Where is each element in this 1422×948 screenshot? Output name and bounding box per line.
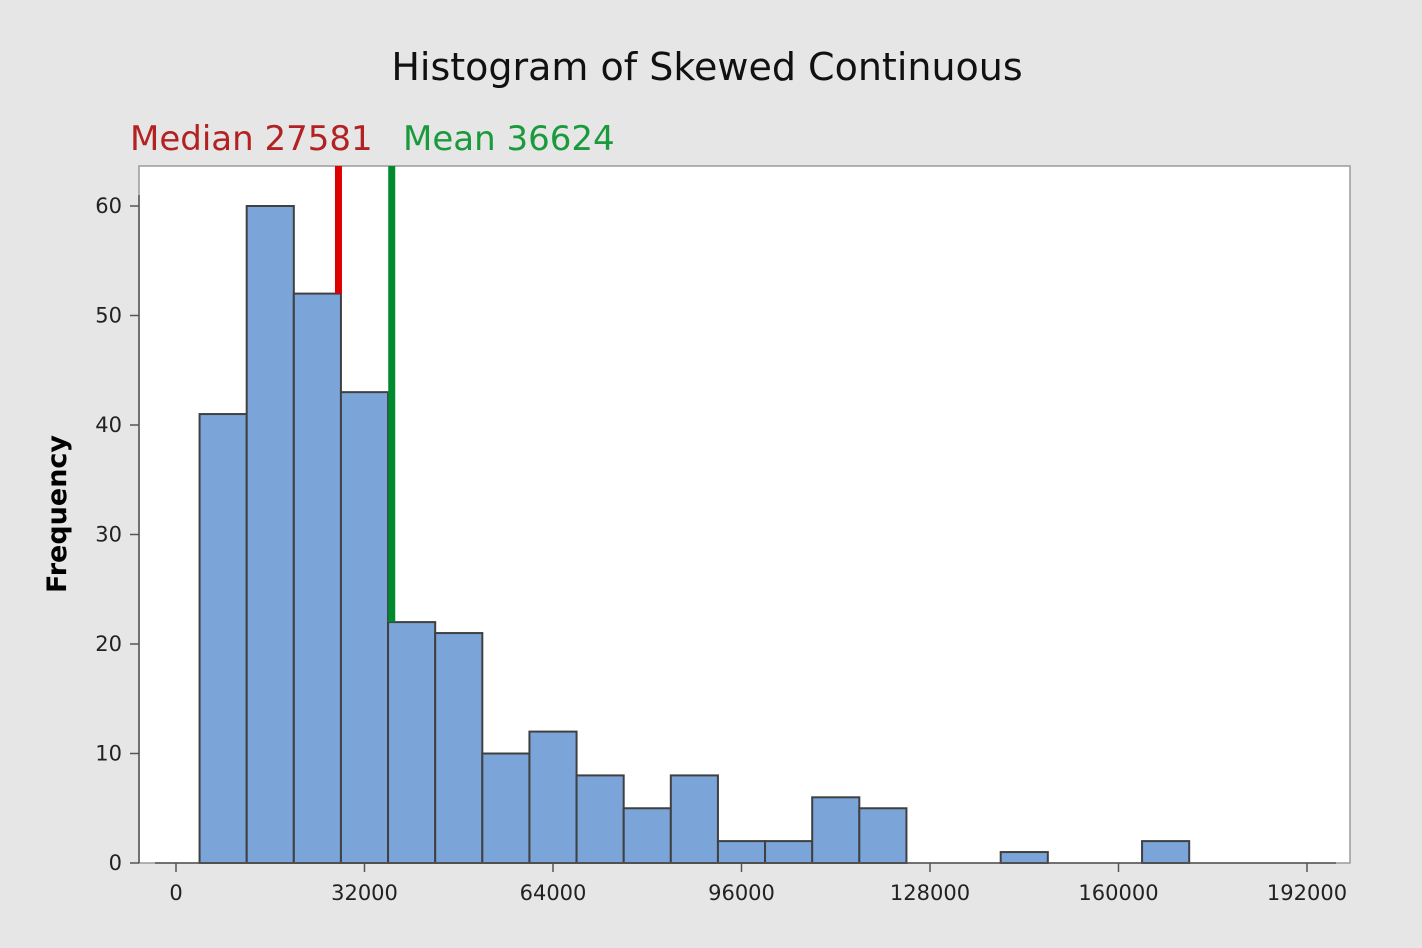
x-tick-label-0: 0 — [169, 881, 182, 905]
y-tick-label-4: 40 — [95, 413, 122, 437]
histogram-bar-1 — [245, 205, 295, 864]
axes-layer: 0 32000 64000 96000 128000 160000 192000 0 10 20 3… — [95, 194, 1347, 905]
y-tick-label-5: 50 — [95, 304, 122, 328]
bars-layer — [198, 205, 1191, 865]
histogram-bar-5 — [434, 632, 484, 864]
histogram-bar-17 — [999, 851, 1049, 864]
y-tick-label-0: 0 — [109, 851, 122, 875]
histogram-bar-12 — [764, 840, 814, 864]
x-tick-label-3: 96000 — [708, 881, 775, 905]
histogram-bar-14 — [858, 807, 908, 864]
y-tick-label-2: 20 — [95, 632, 122, 656]
histogram-bar-20 — [1141, 840, 1191, 864]
x-tick-label-6: 192000 — [1267, 881, 1347, 905]
x-tick-label-1: 32000 — [331, 881, 398, 905]
y-tick-label-6: 60 — [95, 194, 122, 218]
histogram-bar-9 — [622, 807, 672, 864]
histogram-bar-0 — [198, 413, 248, 864]
histogram-bar-13 — [811, 796, 861, 864]
histogram-bar-3 — [339, 391, 390, 864]
mean-label: Mean 36624 — [403, 119, 615, 159]
median-label: Median 27581 — [130, 119, 373, 159]
x-tick-label-4: 128000 — [890, 881, 970, 905]
histogram-bar-4 — [387, 621, 437, 864]
x-tick-label-2: 64000 — [520, 881, 587, 905]
y-tick-label-3: 30 — [95, 523, 122, 547]
histogram-bar-10 — [669, 774, 719, 865]
x-tick-label-5: 160000 — [1078, 881, 1158, 905]
histogram-bar-8 — [575, 774, 625, 865]
histogram-bar-6 — [481, 752, 531, 864]
histogram-bar-11 — [716, 840, 767, 864]
reference-lines-layer — [334, 166, 396, 623]
y-tick-label-1: 10 — [95, 742, 122, 766]
chart-title: Histogram of Skewed Continuous — [391, 45, 1022, 89]
y-axis-label: Frequency — [42, 435, 73, 593]
histogram-bar-2 — [292, 292, 342, 865]
histogram-bar-7 — [528, 730, 578, 864]
